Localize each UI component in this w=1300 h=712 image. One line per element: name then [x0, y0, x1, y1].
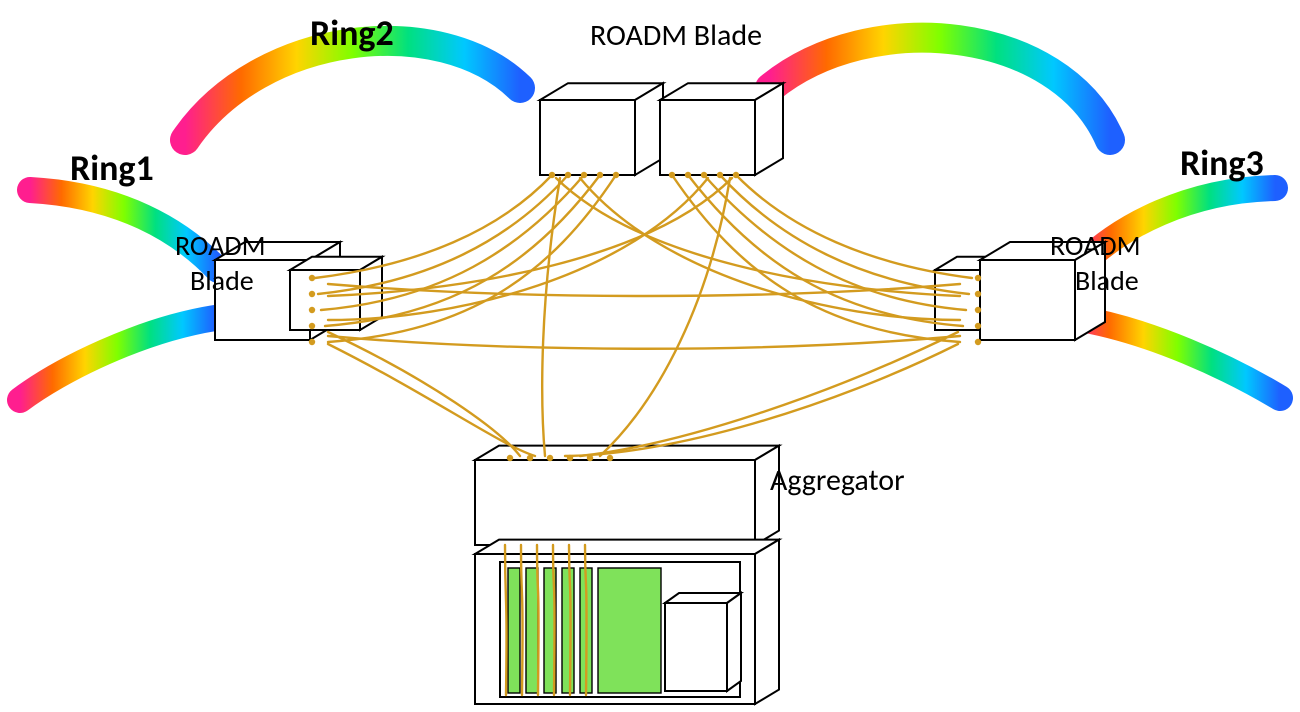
rainbow-ring2_right: [770, 38, 1110, 140]
roadm-top-right-box: [660, 83, 783, 175]
label-roadm_left1: ROADM: [175, 228, 266, 263]
roadm-top-left-box: [540, 83, 663, 175]
label-agg: Aggregator: [770, 462, 905, 499]
aggregator-card-3: [562, 568, 574, 693]
label-ring1: Ring1: [70, 146, 154, 190]
fiber-left_to_right-1: [328, 336, 960, 349]
fiber-top_to_agg-0: [542, 178, 560, 456]
label-roadm_right2: Blade: [1075, 263, 1139, 298]
fiber-agg-drop-0: [505, 545, 507, 695]
aggregator-card-0: [508, 568, 520, 693]
rainbow-ring3_right: [1075, 318, 1280, 398]
label-ring2: Ring2: [310, 11, 394, 55]
fiber-left_to_right-0: [328, 284, 960, 296]
rainbow-ring2_left: [185, 41, 520, 140]
rainbow-ring1_left: [20, 318, 215, 400]
label-roadm_top: ROADM Blade: [590, 17, 762, 54]
fiber-topR_to_left-1: [328, 178, 708, 320]
roadm-diagram: Ring1Ring2Ring3ROADM BladeROADMBladeROAD…: [0, 0, 1300, 712]
fiber-right_to_agg-0: [580, 332, 958, 456]
label-roadm_right1: ROADM: [1050, 228, 1141, 263]
fiber-topR_to_right-0: [736, 175, 972, 278]
aggregator-card-wide: [598, 568, 661, 693]
fiber-left_to_agg-0: [328, 332, 520, 456]
label-roadm_left2: Blade: [190, 263, 254, 298]
label-ring3: Ring3: [1180, 141, 1264, 185]
aggregator-top-box: [475, 446, 779, 545]
aggregator-window: [665, 603, 727, 691]
aggregator-card-1: [526, 568, 538, 693]
fiber-topR_to_right-1: [720, 175, 969, 294]
